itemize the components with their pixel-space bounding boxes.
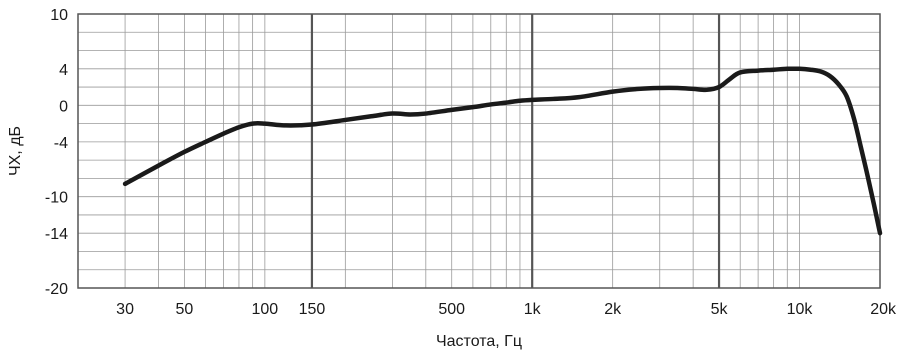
y-axis-title: ЧХ, дБ	[7, 126, 24, 176]
x-tick-label: 20k	[870, 301, 897, 318]
y-axis-ticks: 10 4 0 -4 -10 -14 -20	[45, 7, 68, 298]
x-axis-title: Частота, Гц	[436, 333, 522, 350]
y-tick-label: 0	[59, 98, 68, 115]
series-layer	[122, 66, 883, 236]
x-tick-label: 10k	[787, 301, 814, 318]
x-axis-ticks: 30 50 100 150 500 1k 2k 5k 10k 20k	[116, 301, 897, 318]
y-tick-label: 10	[50, 7, 68, 24]
major-grid	[310, 14, 721, 288]
x-tick-label: 100	[252, 301, 279, 318]
plot-frame	[77, 13, 881, 289]
x-tick-label: 1k	[524, 301, 542, 318]
y-tick-label: 4	[59, 62, 68, 79]
frequency-response-line	[122, 66, 883, 236]
x-tick-label: 500	[438, 301, 465, 318]
y-tick-label: -10	[45, 190, 68, 207]
x-tick-label: 150	[299, 301, 326, 318]
y-tick-label: -20	[45, 281, 68, 298]
x-tick-label: 30	[116, 301, 134, 318]
minor-grid	[77, 13, 881, 289]
y-tick-label: -4	[54, 135, 68, 152]
x-tick-label: 50	[175, 301, 193, 318]
x-tick-label: 5k	[711, 301, 729, 318]
y-tick-label: -14	[45, 226, 68, 243]
x-tick-label: 2k	[604, 301, 622, 318]
